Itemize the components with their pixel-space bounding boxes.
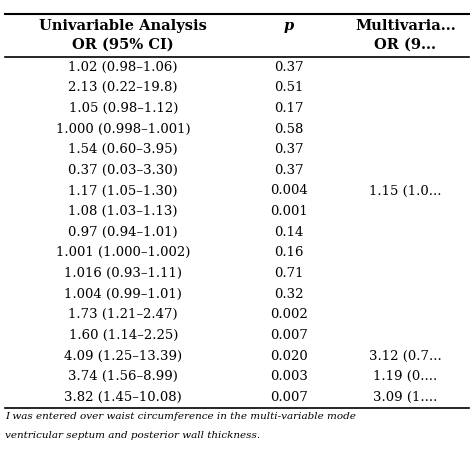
Text: 1.000 (0.998–1.001): 1.000 (0.998–1.001) <box>56 123 191 136</box>
Text: 1.05 (0.98–1.12): 1.05 (0.98–1.12) <box>69 102 178 115</box>
Text: 0.007: 0.007 <box>270 391 308 404</box>
Text: 1.19 (0....: 1.19 (0.... <box>373 370 438 383</box>
Text: 0.51: 0.51 <box>274 82 304 94</box>
Text: 2.13 (0.22–19.8): 2.13 (0.22–19.8) <box>68 82 178 94</box>
Text: 0.16: 0.16 <box>274 246 304 259</box>
Text: 0.003: 0.003 <box>270 370 308 383</box>
Text: ventricular septum and posterior wall thickness.: ventricular septum and posterior wall th… <box>5 431 260 440</box>
Text: 0.007: 0.007 <box>270 329 308 342</box>
Text: 1.15 (1.0...: 1.15 (1.0... <box>369 184 441 198</box>
Text: 0.97 (0.94–1.01): 0.97 (0.94–1.01) <box>68 226 178 239</box>
Text: I was entered over waist circumference in the multi-variable mode: I was entered over waist circumference i… <box>5 412 356 421</box>
Text: p: p <box>284 19 294 33</box>
Text: 1.02 (0.98–1.06): 1.02 (0.98–1.06) <box>68 61 178 73</box>
Text: 3.12 (0.7...: 3.12 (0.7... <box>369 349 442 363</box>
Text: 3.74 (1.56–8.99): 3.74 (1.56–8.99) <box>68 370 178 383</box>
Text: 0.37: 0.37 <box>274 164 304 177</box>
Text: 0.32: 0.32 <box>274 288 304 301</box>
Text: OR (9...: OR (9... <box>374 38 436 52</box>
Text: 0.37 (0.03–3.30): 0.37 (0.03–3.30) <box>68 164 178 177</box>
Text: 0.17: 0.17 <box>274 102 304 115</box>
Text: 1.54 (0.60–3.95): 1.54 (0.60–3.95) <box>68 143 178 156</box>
Text: 1.73 (1.21–2.47): 1.73 (1.21–2.47) <box>68 308 178 321</box>
Text: 0.002: 0.002 <box>270 308 308 321</box>
Text: 3.09 (1....: 3.09 (1.... <box>373 391 438 404</box>
Text: 0.37: 0.37 <box>274 61 304 73</box>
Text: 4.09 (1.25–13.39): 4.09 (1.25–13.39) <box>64 349 182 363</box>
Text: 1.004 (0.99–1.01): 1.004 (0.99–1.01) <box>64 288 182 301</box>
Text: 0.71: 0.71 <box>274 267 304 280</box>
Text: 1.016 (0.93–1.11): 1.016 (0.93–1.11) <box>64 267 182 280</box>
Text: 1.60 (1.14–2.25): 1.60 (1.14–2.25) <box>69 329 178 342</box>
Text: OR (95% CI): OR (95% CI) <box>73 38 174 52</box>
Text: 0.004: 0.004 <box>270 184 308 198</box>
Text: 1.17 (1.05–1.30): 1.17 (1.05–1.30) <box>68 184 178 198</box>
Text: 0.14: 0.14 <box>274 226 304 239</box>
Text: 0.020: 0.020 <box>270 349 308 363</box>
Text: Univariable Analysis: Univariable Analysis <box>39 19 207 33</box>
Text: 0.58: 0.58 <box>274 123 304 136</box>
Text: 3.82 (1.45–10.08): 3.82 (1.45–10.08) <box>64 391 182 404</box>
Text: 0.001: 0.001 <box>270 205 308 218</box>
Text: Multivaria...: Multivaria... <box>355 19 456 33</box>
Text: 0.37: 0.37 <box>274 143 304 156</box>
Text: 1.001 (1.000–1.002): 1.001 (1.000–1.002) <box>56 246 191 259</box>
Text: 1.08 (1.03–1.13): 1.08 (1.03–1.13) <box>68 205 178 218</box>
